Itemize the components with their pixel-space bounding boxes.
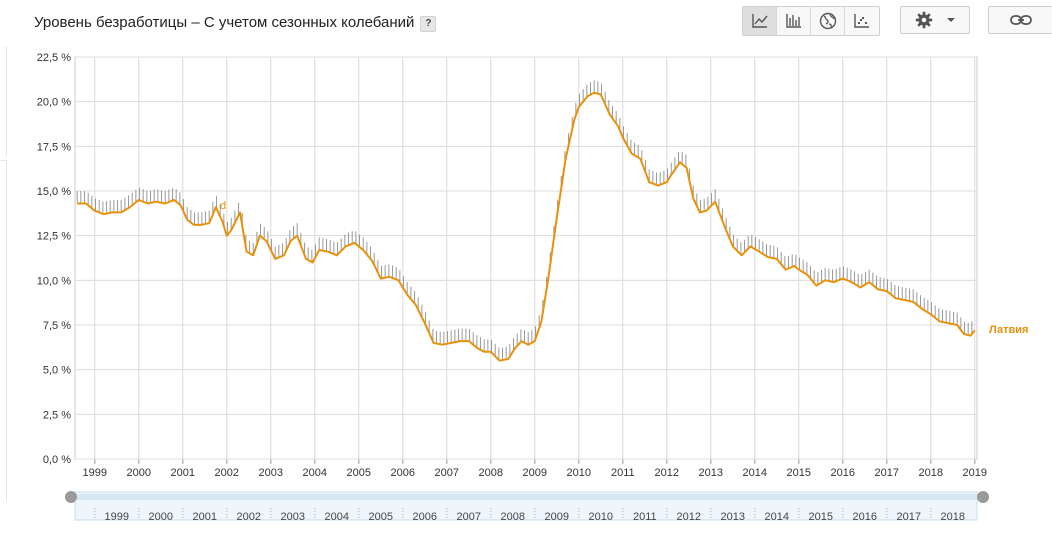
navigator-year-label: 2003: [281, 511, 305, 523]
share-link-button[interactable]: [988, 6, 1052, 34]
x-tick-label: 2013: [699, 467, 723, 479]
y-tick-label: 10,0 %: [37, 275, 71, 287]
scatter-chart-icon: [854, 14, 869, 28]
navigator-year-label: 2006: [413, 511, 437, 523]
navigator-year-label: 1999: [105, 511, 129, 523]
x-tick-label: 2019: [963, 467, 987, 479]
chart-title-text: Уровень безработицы – С учетом сезонных …: [34, 14, 415, 31]
time-range-navigator: 1999 2000 2001 2002 2003 2004 2005 2006 2007 2008…: [65, 491, 989, 523]
x-tick-label: 2014: [743, 467, 767, 479]
annotation-marker[interactable]: d: [220, 200, 226, 212]
y-tick-label: 0,0 %: [43, 454, 71, 466]
navigator-year-label: 2018: [941, 511, 965, 523]
horizontal-gridlines: [75, 56, 977, 460]
y-tick-label: 17,5 %: [37, 141, 71, 153]
x-tick-label: 1999: [83, 467, 107, 479]
y-tick-label: 15,0 %: [37, 186, 71, 198]
scatter-chart-button[interactable]: [845, 7, 879, 35]
navigator-year-label: 2014: [765, 511, 789, 523]
series-label-latvia[interactable]: Латвия: [989, 324, 1028, 336]
x-tick-label: 2002: [215, 467, 239, 479]
x-axis-labels: 1999 2000 2001 2002 2003 2004 2005 2006 2007 2008…: [83, 467, 987, 479]
chart-title: Уровень безработицы – С учетом сезонных …: [34, 14, 437, 32]
navigator-year-label: 2000: [149, 511, 173, 523]
series-group: [77, 91, 976, 362]
navigator-right-handle[interactable]: [977, 491, 989, 503]
navigator-year-label: 2010: [589, 511, 613, 523]
navigator-year-label: 2004: [325, 511, 349, 523]
x-tick-label: 2007: [435, 467, 459, 479]
link-icon: [1009, 15, 1032, 25]
x-tick-label: 2009: [523, 467, 547, 479]
panel-edge: [0, 160, 7, 501]
gear-icon: [915, 11, 933, 29]
navigator-ticks: [94, 508, 932, 520]
x-tick-label: 2008: [479, 467, 503, 479]
x-tick-label: 2006: [391, 467, 415, 479]
y-tick-label: 20,0 %: [37, 97, 71, 109]
navigator-year-label: 2011: [633, 511, 657, 523]
navigator-year-label: 2002: [237, 511, 261, 523]
y-axis-labels: 0,0 % 2,5 % 5,0 % 7,5 % 10,0 % 12,5 % 15,0 % 17…: [37, 52, 71, 466]
x-tick-label: 2000: [127, 467, 151, 479]
vertical-gridlines: [94, 57, 976, 464]
y-tick-label: 7,5 %: [43, 320, 71, 332]
bar-chart-button[interactable]: [777, 7, 811, 35]
navigator-year-label: 2017: [897, 511, 921, 523]
x-tick-label: 2015: [787, 467, 811, 479]
navigator-year-label: 2013: [721, 511, 745, 523]
x-tick-label: 2018: [919, 467, 943, 479]
navigator-year-label: 2001: [193, 511, 217, 523]
navigator-year-label: 2016: [853, 511, 877, 523]
line-chart-button[interactable]: [743, 7, 777, 35]
settings-button[interactable]: [900, 6, 970, 34]
navigator-year-label: 2012: [677, 511, 701, 523]
navigator-year-label: 2009: [545, 511, 569, 523]
bar-chart-icon: [785, 14, 801, 28]
x-tick-label: 2016: [831, 467, 855, 479]
x-tick-label: 2011: [611, 467, 635, 479]
x-tick-label: 2012: [655, 467, 679, 479]
y-tick-label: 2,5 %: [43, 409, 71, 421]
navigator-year-label: 2008: [501, 511, 525, 523]
line-chart-icon: [751, 14, 768, 28]
x-tick-label: 2005: [347, 467, 371, 479]
x-tick-label: 2004: [303, 467, 327, 479]
x-tick-label: 2017: [875, 467, 899, 479]
globe-icon: [819, 12, 836, 30]
y-tick-label: 5,0 %: [43, 365, 71, 377]
x-tick-label: 2003: [259, 467, 283, 479]
series-line-latvia[interactable]: [77, 91, 976, 362]
map-view-button[interactable]: [811, 7, 845, 35]
x-tick-label: 2010: [567, 467, 591, 479]
panel-edge: [0, 46, 7, 156]
chart-type-toolbar: [742, 6, 880, 36]
navigator-labels: 1999 2000 2001 2002 2003 2004 2005 2006 2007 2008…: [105, 511, 965, 523]
plot-area: [74, 56, 978, 460]
navigator-year-label: 2005: [369, 511, 393, 523]
navigator-selection[interactable]: [75, 494, 977, 500]
help-icon[interactable]: ?: [420, 16, 437, 32]
chevron-down-icon: [947, 18, 955, 22]
navigator-left-handle[interactable]: [65, 491, 77, 503]
navigator-year-label: 2007: [457, 511, 481, 523]
x-tick-label: 2001: [171, 467, 195, 479]
navigator-year-label: 2015: [809, 511, 833, 523]
y-tick-label: 22,5 %: [37, 52, 71, 64]
y-tick-label: 12,5 %: [37, 231, 71, 243]
